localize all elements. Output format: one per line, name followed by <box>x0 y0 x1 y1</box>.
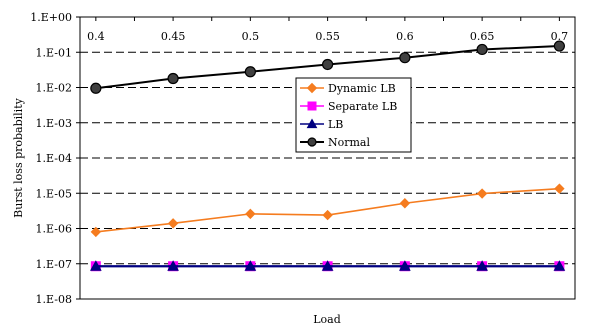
y-axis-ticks: 1.E+00 1.E-01 1.E-02 1.E-03 1.E-04 1.E-05 1.E-… <box>30 11 80 306</box>
series-lb <box>89 260 566 271</box>
x-tick-label: 0.45 <box>161 30 186 43</box>
y-tick-label: 1.E+00 <box>30 11 72 24</box>
x-tick-label: 0.55 <box>315 30 340 43</box>
data-point <box>90 226 102 238</box>
data-point <box>399 198 411 209</box>
data-point <box>167 72 179 85</box>
data-point <box>244 66 256 78</box>
legend-label: LB <box>328 118 343 131</box>
x-axis-ticks: 0.4 0.45 0.5 0.55 0.6 0.65 0.7 <box>87 17 568 43</box>
x-tick-label: 0.5 <box>242 30 260 43</box>
y-tick-label: 1.E-04 <box>36 152 72 165</box>
data-point <box>399 52 411 64</box>
legend-item: Normal <box>300 136 370 149</box>
data-point <box>399 260 411 271</box>
y-tick-label: 1.E-03 <box>36 117 72 130</box>
data-point <box>554 183 565 194</box>
data-point <box>245 208 256 220</box>
data-point <box>306 82 318 94</box>
data-point <box>321 260 334 271</box>
data-point <box>244 260 257 271</box>
series-layer <box>89 40 566 272</box>
legend-item: Dynamic LB <box>300 82 396 95</box>
data-point <box>89 260 102 271</box>
legend-item: LB <box>300 118 343 131</box>
x-tick-label: 0.6 <box>396 30 414 43</box>
legend-label: Dynamic LB <box>328 82 396 95</box>
y-tick-label: 1.E-07 <box>36 258 72 271</box>
data-point <box>167 218 179 229</box>
y-tick-label: 1.E-08 <box>36 293 72 306</box>
y-tick-label: 1.E-02 <box>36 82 72 95</box>
data-point <box>476 260 488 271</box>
x-tick-label: 0.65 <box>470 30 495 43</box>
data-point <box>306 118 318 129</box>
data-point <box>90 82 102 94</box>
x-tick-label: 0.4 <box>87 30 105 43</box>
legend-label: Separate LB <box>328 100 397 113</box>
legend-label: Normal <box>328 136 370 149</box>
series-normal <box>90 40 565 94</box>
y-tick-label: 1.E-05 <box>36 187 72 200</box>
y-tick-label: 1.E-01 <box>36 46 72 59</box>
series-dynamic-lb <box>90 183 565 238</box>
legend: Dynamic LB Separate LB LB Normal <box>295 77 412 153</box>
x-axis-title: Load <box>313 313 341 326</box>
x-tick-label: 0.7 <box>551 30 569 43</box>
data-point <box>476 43 488 56</box>
data-point <box>322 58 334 71</box>
data-point <box>322 209 333 221</box>
data-point <box>553 40 565 52</box>
legend-item: Separate LB <box>300 100 397 113</box>
data-point <box>167 260 179 271</box>
data-point <box>307 137 317 147</box>
y-axis-title: Burst loss probability <box>12 97 25 217</box>
legend-box <box>295 77 412 153</box>
y-tick-label: 1.E-06 <box>36 223 72 236</box>
data-point <box>476 188 488 199</box>
data-point <box>307 101 317 111</box>
data-point <box>553 260 566 271</box>
